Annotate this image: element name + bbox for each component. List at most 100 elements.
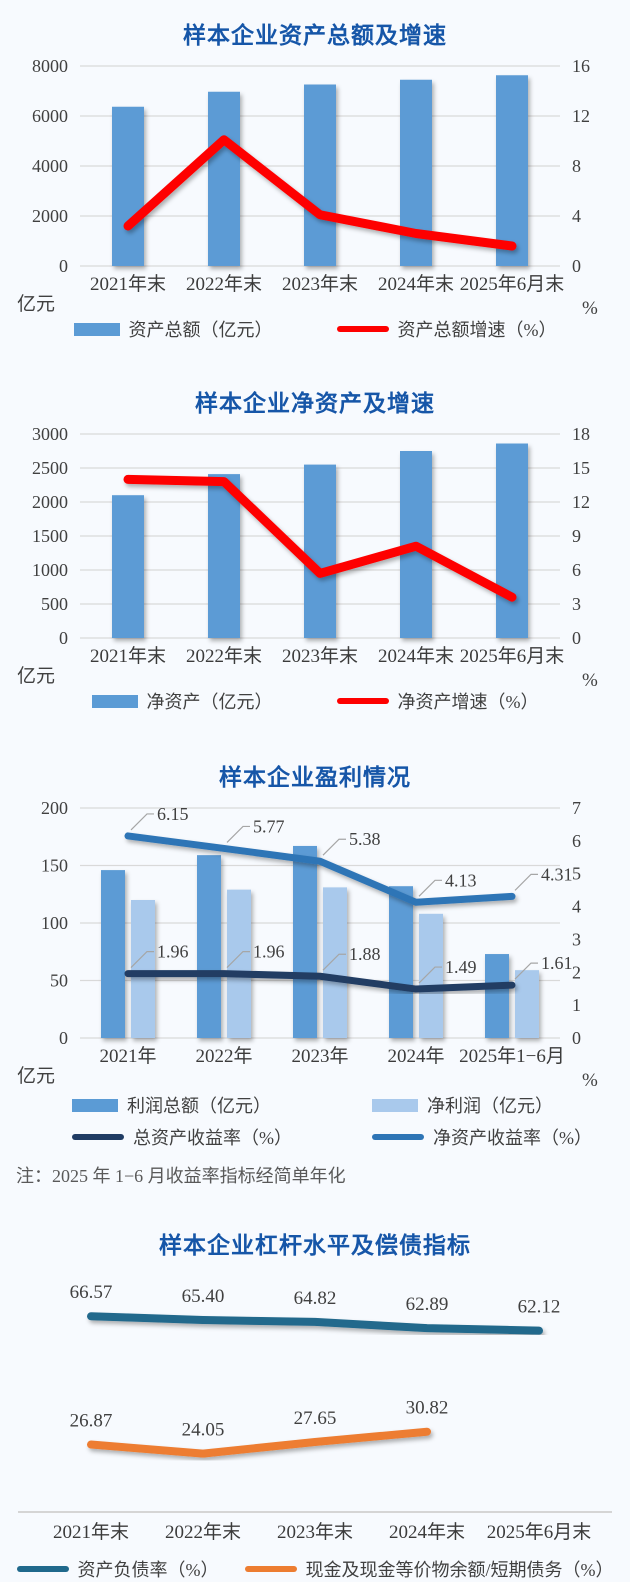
svg-text:2023年: 2023年 bbox=[291, 1045, 348, 1067]
svg-text:62.89: 62.89 bbox=[406, 1294, 449, 1315]
legend-item-gross-profit: 利润总额（亿元） bbox=[72, 1092, 372, 1118]
svg-text:3: 3 bbox=[572, 594, 581, 614]
legend-label: 利润总额（亿元） bbox=[127, 1096, 271, 1116]
svg-text:2500: 2500 bbox=[32, 458, 68, 478]
line-swatch-icon bbox=[72, 1134, 124, 1140]
svg-text:0: 0 bbox=[59, 628, 68, 648]
svg-text:亿元: 亿元 bbox=[17, 293, 55, 314]
svg-text:4.13: 4.13 bbox=[445, 870, 477, 890]
svg-text:2024年末: 2024年末 bbox=[389, 1521, 465, 1543]
line-swatch-icon bbox=[336, 698, 389, 704]
svg-text:2: 2 bbox=[572, 962, 581, 982]
svg-text:2023年末: 2023年末 bbox=[282, 273, 358, 295]
legend-total-assets: 资产总额（亿元） 资产总额增速（%） bbox=[0, 316, 630, 342]
svg-text:6.15: 6.15 bbox=[157, 804, 189, 824]
svg-text:26.87: 26.87 bbox=[70, 1410, 113, 1431]
chart-net-assets: 样本企业净资产及增速 0 500 1000 1500 2000 2500 3000 0 3 6 9 1… bbox=[0, 342, 630, 714]
svg-text:7: 7 bbox=[572, 798, 581, 818]
svg-text:64.82: 64.82 bbox=[294, 1288, 337, 1309]
chart-leverage: 样本企业杠杆水平及偿债指标 66.57 65.40 64.82 62.89 62.12 2… bbox=[0, 1188, 630, 1582]
svg-text:0: 0 bbox=[572, 1028, 581, 1048]
svg-text:1.88: 1.88 bbox=[349, 944, 381, 964]
svg-text:200: 200 bbox=[41, 798, 68, 818]
line-swatch-icon bbox=[336, 326, 389, 332]
svg-text:5: 5 bbox=[572, 864, 581, 884]
svg-text:2021年末: 2021年末 bbox=[90, 273, 166, 295]
svg-text:2000: 2000 bbox=[32, 206, 68, 226]
svg-text:2021年: 2021年 bbox=[99, 1045, 156, 1067]
svg-text:2025年6月末: 2025年6月末 bbox=[460, 273, 565, 295]
svg-text:50: 50 bbox=[50, 971, 68, 991]
legend-label: 净资产（亿元） bbox=[146, 692, 273, 712]
svg-text:5.77: 5.77 bbox=[253, 816, 285, 836]
legend-label: 净资产增速（%） bbox=[397, 692, 539, 712]
svg-text:亿元: 亿元 bbox=[17, 665, 55, 686]
svg-text:12: 12 bbox=[572, 492, 590, 512]
svg-text:6000: 6000 bbox=[32, 106, 68, 126]
svg-text:1500: 1500 bbox=[32, 526, 68, 546]
svg-text:2022年末: 2022年末 bbox=[165, 1521, 241, 1543]
svg-text:2024年末: 2024年末 bbox=[378, 273, 454, 295]
chart-title-total-assets: 样本企业资产总额及增速 bbox=[183, 22, 447, 48]
legend-item-net-assets-growth: 净资产增速（%） bbox=[336, 688, 539, 714]
svg-text:2025年6月末: 2025年6月末 bbox=[460, 645, 565, 667]
svg-text:2022年末: 2022年末 bbox=[186, 273, 262, 295]
svg-text:2024年: 2024年 bbox=[387, 1045, 444, 1067]
line-swatch-icon bbox=[372, 1134, 424, 1140]
profitability-chart-canvas: 0 50 100 150 200 0 1 2 3 4 5 6 7 亿元 % 1.96 1.96 1.88 1.49 1… bbox=[17, 798, 598, 1088]
svg-text:18: 18 bbox=[572, 424, 590, 444]
svg-text:100: 100 bbox=[41, 913, 68, 933]
legend-label: 净资产收益率（%） bbox=[433, 1128, 592, 1148]
bar-swatch-icon bbox=[72, 1098, 118, 1112]
svg-text:2022年: 2022年 bbox=[195, 1045, 252, 1067]
svg-text:6: 6 bbox=[572, 831, 581, 851]
svg-text:%: % bbox=[582, 670, 598, 686]
svg-text:2000: 2000 bbox=[32, 492, 68, 512]
chart-note: 注：2025 年 1−6 月收益率指标经简单年化 bbox=[16, 1166, 346, 1186]
total-assets-chart-canvas: 0 2000 4000 6000 8000 0 4 8 12 16 亿元 % 2021年末 2022年末 2… bbox=[17, 56, 598, 314]
leverage-chart-canvas: 66.57 65.40 64.82 62.89 62.12 26.87 24.05 27.65… bbox=[18, 1282, 612, 1543]
chart-title-net-assets: 样本企业净资产及增速 bbox=[195, 390, 435, 416]
legend-item-total-assets-growth: 资产总额增速（%） bbox=[336, 316, 557, 342]
svg-text:1000: 1000 bbox=[32, 560, 68, 580]
svg-text:3: 3 bbox=[572, 929, 581, 949]
svg-text:1.96: 1.96 bbox=[253, 942, 285, 962]
svg-text:27.65: 27.65 bbox=[294, 1408, 337, 1429]
legend-item-total-assets-bar: 资产总额（亿元） bbox=[73, 316, 273, 342]
svg-text:30.82: 30.82 bbox=[406, 1398, 449, 1419]
line-swatch-icon bbox=[16, 1566, 69, 1572]
svg-text:2025年1−6月: 2025年1−6月 bbox=[459, 1045, 565, 1067]
bar-swatch-icon bbox=[91, 694, 138, 708]
svg-text:8: 8 bbox=[572, 156, 581, 176]
svg-text:2023年末: 2023年末 bbox=[282, 645, 358, 667]
svg-text:%: % bbox=[582, 1070, 598, 1088]
svg-text:2024年末: 2024年末 bbox=[378, 645, 454, 667]
bar-swatch-icon bbox=[372, 1098, 418, 1112]
svg-text:0: 0 bbox=[59, 1028, 68, 1048]
legend-net-assets: 净资产（亿元） 净资产增速（%） bbox=[0, 688, 630, 714]
svg-text:4000: 4000 bbox=[32, 156, 68, 176]
svg-text:2021年末: 2021年末 bbox=[90, 645, 166, 667]
svg-text:0: 0 bbox=[572, 628, 581, 648]
svg-text:5.38: 5.38 bbox=[349, 829, 381, 849]
svg-text:150: 150 bbox=[41, 856, 68, 876]
net-assets-chart-canvas: 0 500 1000 1500 2000 2500 3000 0 3 6 9 12 15 18 亿元 % 202… bbox=[17, 424, 598, 686]
legend-item-cash-short-debt: 现金及现金等价物余额/短期债务（%） bbox=[244, 1556, 614, 1582]
svg-text:3000: 3000 bbox=[32, 424, 68, 444]
chart-profitability: 样本企业盈利情况 0 50 100 150 200 0 1 2 3 4 5 6 7 亿元% 1.96 1.96… bbox=[0, 714, 630, 1188]
legend-label: 净利润（亿元） bbox=[427, 1096, 553, 1116]
svg-text:2025年6月末: 2025年6月末 bbox=[487, 1521, 592, 1543]
svg-text:500: 500 bbox=[41, 594, 68, 614]
svg-text:1.61: 1.61 bbox=[541, 953, 573, 973]
svg-text:1.96: 1.96 bbox=[157, 942, 189, 962]
legend-item-roe: 净资产收益率（%） bbox=[372, 1124, 630, 1150]
svg-text:6: 6 bbox=[572, 560, 581, 580]
svg-text:亿元: 亿元 bbox=[17, 1065, 55, 1087]
svg-text:4: 4 bbox=[572, 897, 581, 917]
legend-label: 资产负债率（%） bbox=[77, 1560, 219, 1580]
svg-text:62.12: 62.12 bbox=[518, 1297, 561, 1318]
svg-text:66.57: 66.57 bbox=[70, 1282, 113, 1303]
svg-text:15: 15 bbox=[572, 458, 590, 478]
chart-title-profitability: 样本企业盈利情况 bbox=[219, 764, 411, 790]
legend-item-net-assets-bar: 净资产（亿元） bbox=[91, 688, 273, 714]
